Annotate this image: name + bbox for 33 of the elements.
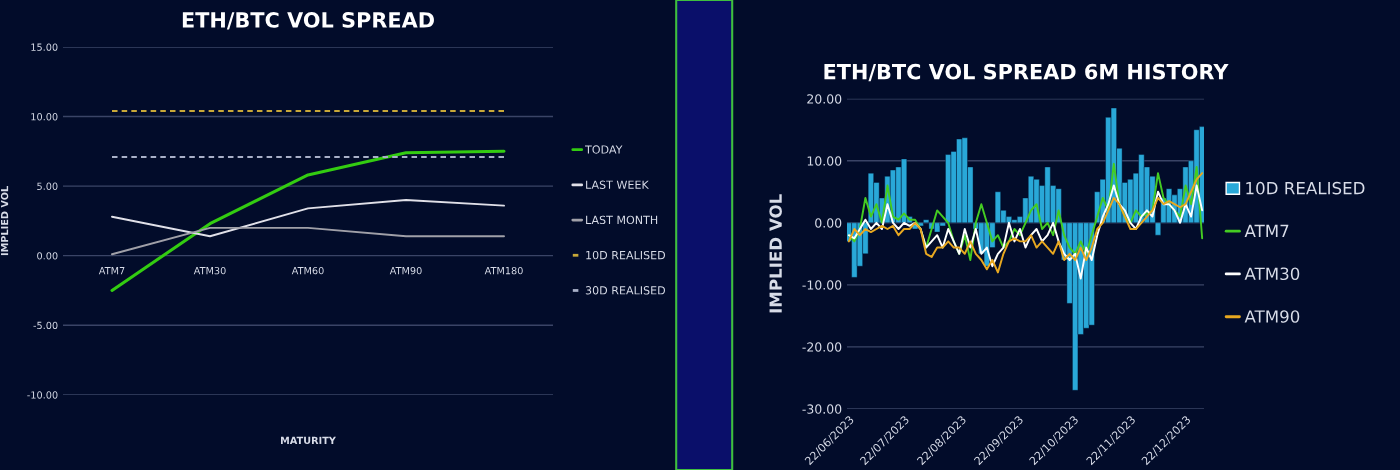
y-tick-label: 10.00 [807,156,842,166]
legend-label: 10D REALISED [586,250,666,260]
line-series [111,199,505,238]
x-tick-label: ATM7 [98,267,125,275]
y-tick-label: 20.00 [807,94,842,104]
legend-label: LAST MONTH [586,215,658,225]
legend-label: TODAY [584,145,623,154]
y-tick-label: 5.00 [37,182,58,190]
line-series [847,184,1204,280]
y-tick-label: -5.00 [33,321,58,330]
y-tick-label: -20.00 [802,342,842,352]
x-tick-label: ATM180 [484,266,523,275]
y-tick-label: 15.00 [31,43,58,51]
y-tick-label: 0.00 [37,252,58,260]
y-axis-title: IMPLIED VOL [0,186,9,256]
legend-label: LAST WEEK [586,180,649,189]
y-tick-label: 0.00 [815,218,842,228]
x-tick-label: ATM60 [291,266,324,275]
y-tick-label: 10.00 [31,113,58,121]
x-tick-label: ATM30 [193,266,226,275]
line-series [847,172,1204,274]
legend-label: ATM7 [1244,224,1289,237]
legend-label: 10D REALISED [1246,181,1365,195]
chart-title: ETH/BTC VOL SPREAD [182,12,434,30]
legend-label: ATM90 [1244,310,1300,323]
chart-title: ETH/BTC VOL SPREAD 6M HISTORY [824,63,1229,82]
y-tick-label: -10.00 [27,391,58,399]
y-tick-label: -10.00 [802,280,842,290]
legend-label: 30D REALISED [585,286,666,295]
y-axis-title: IMPLIED VOL [769,194,782,313]
x-axis-title: MATURITY [281,436,336,445]
x-tick-label: ATM90 [389,266,422,275]
y-tick-label: -30.00 [802,404,842,414]
